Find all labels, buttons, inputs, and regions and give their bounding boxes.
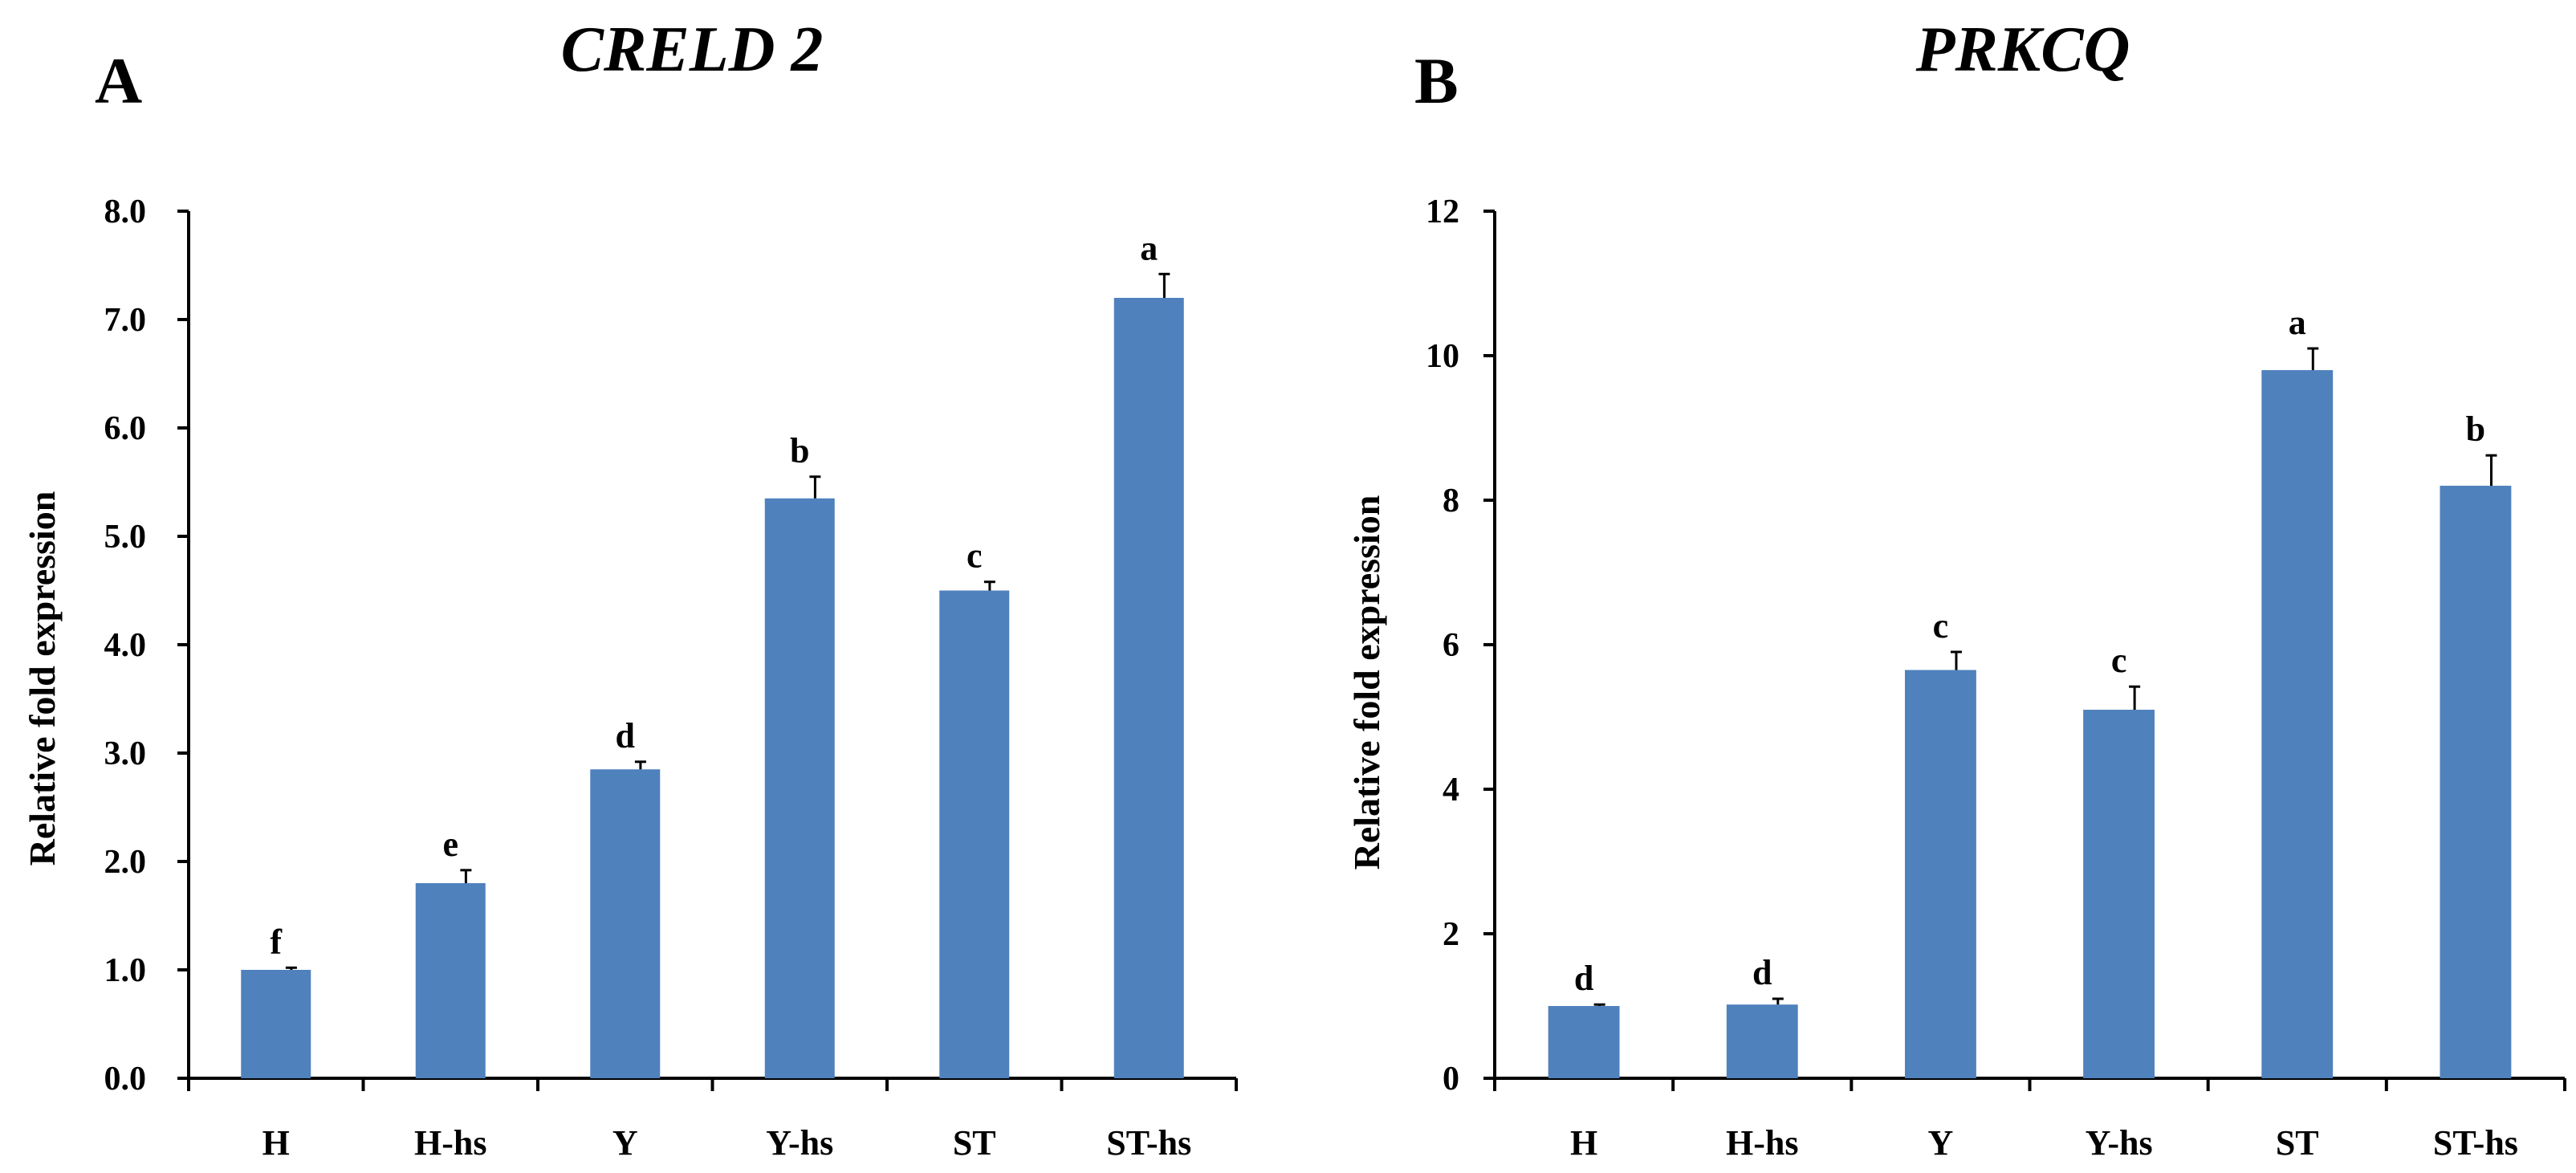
bar [2083, 710, 2155, 1078]
bar [1113, 298, 1184, 1078]
significance-letter: e [442, 825, 458, 864]
y-tick-label: 2.0 [104, 844, 147, 881]
x-category-label: H [262, 1123, 290, 1163]
x-category-label: Y-hs [766, 1123, 833, 1163]
x-category-label: ST [2276, 1123, 2319, 1163]
y-tick-label: 3.0 [104, 735, 147, 772]
bar [1904, 670, 1976, 1078]
x-category-label: H-hs [414, 1123, 486, 1163]
x-category-label: ST-hs [2433, 1123, 2518, 1163]
chart-title: PRKCQ [1915, 14, 2130, 85]
y-tick-label: 7.0 [104, 302, 147, 339]
chart-marks: 0 2 4 6 8 10 12 d Hd H-hs c Yc Y-hs a ST b ST-hs [1426, 193, 2566, 1163]
y-axis-label: Relative fold expression [1346, 495, 1387, 870]
significance-letter: d [616, 716, 635, 756]
x-category-label: Y [612, 1123, 638, 1163]
significance-letter: c [2111, 641, 2127, 680]
y-tick-label: 2 [1443, 916, 1459, 953]
significance-letter: d [1752, 953, 1772, 992]
y-tick-label: 4.0 [104, 627, 147, 664]
bar [2440, 486, 2512, 1078]
y-tick-label: 5.0 [104, 519, 147, 556]
x-category-label: Y [1928, 1123, 1954, 1163]
x-category-label: H [1570, 1123, 1597, 1163]
bar [1726, 1004, 1798, 1078]
x-category-label: ST-hs [1106, 1123, 1191, 1163]
bar [241, 970, 311, 1078]
x-category-label: ST [953, 1123, 996, 1163]
y-tick-label: 6.0 [104, 410, 147, 447]
panel-letter: B [1414, 44, 1459, 117]
y-tick-label: 0 [1443, 1061, 1459, 1098]
bar [939, 590, 1010, 1078]
significance-letter: b [2466, 409, 2485, 449]
y-tick-label: 4 [1443, 772, 1459, 808]
y-axis-label: Relative fold expression [22, 491, 63, 866]
significance-letter: d [1574, 959, 1593, 998]
bar [1548, 1006, 1620, 1078]
chart-panel-a: A CRELD 2 Relative fold expression 0.0 1.… [22, 14, 1238, 1163]
significance-letter: f [270, 922, 283, 961]
significance-letter: b [790, 431, 809, 470]
x-category-label: Y-hs [2086, 1123, 2153, 1163]
y-tick-label: 8 [1443, 483, 1459, 519]
chart-title: CRELD 2 [561, 14, 824, 85]
y-tick-label: 8.0 [104, 193, 147, 230]
bar [764, 498, 835, 1078]
y-tick-label: 0.0 [104, 1061, 147, 1098]
panel-letter: A [95, 44, 142, 117]
significance-letter: c [1933, 606, 1949, 646]
significance-letter: a [1140, 228, 1158, 267]
bar [2261, 370, 2334, 1078]
x-category-label: H-hs [1726, 1123, 1798, 1163]
y-tick-label: 12 [1426, 193, 1459, 230]
chart-marks: 0.0 1.0 2.0 3.0 4.0 5.0 6.0 7.0 8.0 f He H-hs d Yb Y-h… [104, 193, 1238, 1163]
y-tick-label: 10 [1426, 338, 1459, 375]
bar [590, 769, 661, 1078]
significance-letter: c [967, 536, 983, 576]
y-tick-label: 6 [1443, 627, 1459, 664]
bar [415, 883, 486, 1078]
chart-panel-b: B PRKCQ Relative fold expression 0 2 4 6 8 10… [1346, 14, 2566, 1163]
y-tick-label: 1.0 [104, 952, 147, 989]
significance-letter: a [2289, 303, 2306, 342]
